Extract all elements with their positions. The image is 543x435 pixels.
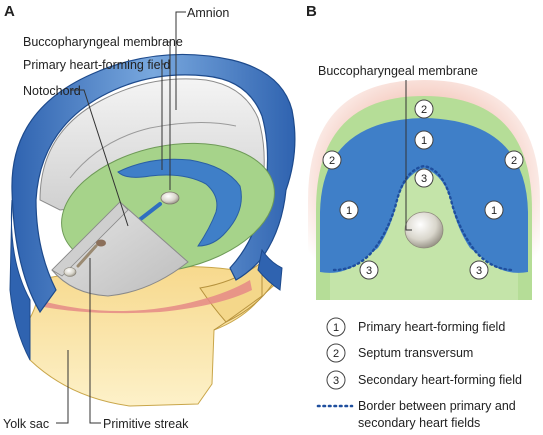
legend-item-secondary: 3 Secondary heart-forming field: [326, 370, 522, 390]
svg-text:2: 2: [421, 104, 427, 116]
label-amnion: Amnion: [187, 6, 229, 20]
panel-b-letter: B: [306, 3, 317, 20]
leader-amnion: [175, 11, 186, 110]
legend-label-border-line1: Border between primary and: [358, 399, 516, 413]
label-primitive-streak: Primitive streak: [103, 417, 189, 431]
svg-text:2: 2: [333, 348, 339, 360]
leader-buccopharyngeal-b: [405, 80, 412, 231]
svg-text:3: 3: [366, 265, 372, 277]
svg-text:3: 3: [333, 375, 339, 387]
svg-text:1: 1: [333, 322, 339, 334]
legend-label-secondary: Secondary heart-forming field: [358, 373, 522, 387]
marker-septum-top: 2: [414, 99, 434, 119]
buccopharyngeal-membrane-b: [404, 211, 444, 249]
marker-secondary-right: 3: [469, 260, 489, 280]
svg-text:3: 3: [476, 265, 482, 277]
marker-secondary-top: 3: [414, 168, 434, 188]
label-notochord: Notochord: [23, 84, 81, 98]
leader-notochord: [70, 89, 129, 227]
svg-text:1: 1: [491, 205, 497, 217]
buccopharyngeal-membrane-a: [160, 191, 180, 205]
panel-b: B Buccopharyngeal membrane 2 1 3 2: [306, 3, 540, 300]
legend-item-border: Border between primary and secondary hea…: [316, 399, 516, 430]
border-primary-secondary: [332, 164, 516, 272]
svg-text:1: 1: [421, 135, 427, 147]
marker-primary-top: 1: [414, 130, 434, 150]
leader-buccopharyngeal-a: [163, 41, 171, 190]
marker-septum-right: 2: [504, 150, 524, 170]
marker-septum-left: 2: [322, 150, 342, 170]
svg-text:2: 2: [329, 155, 335, 167]
septum-rim-a: [38, 280, 252, 314]
svg-text:3: 3: [421, 173, 427, 185]
legend: 1 Primary heart-forming field 2 Septum t…: [316, 317, 522, 430]
label-buccopharyngeal-membrane-a: Buccopharyngeal membrane: [23, 35, 183, 49]
leader-yolk-sac: [56, 350, 69, 424]
label-buccopharyngeal-membrane-b: Buccopharyngeal membrane: [318, 64, 478, 78]
panel-a: A Amnion Buccopharyngeal membra: [3, 3, 296, 431]
leader-primary-heart-field-a: [161, 63, 166, 170]
primary-heart-field-b: [320, 118, 528, 273]
svg-text:2: 2: [511, 155, 517, 167]
cut-face: [51, 201, 189, 297]
marker-secondary-left: 3: [359, 260, 379, 280]
label-primary-heart-field-a: Primary heart-forming field: [23, 58, 170, 72]
label-yolk-sac: Yolk sac: [3, 417, 49, 431]
legend-label-border-line2: secondary heart fields: [358, 416, 480, 430]
svg-text:1: 1: [346, 205, 352, 217]
panel-a-letter: A: [4, 3, 15, 20]
legend-item-primary: 1 Primary heart-forming field: [326, 317, 505, 337]
marker-primary-left: 1: [339, 200, 359, 220]
legend-label-septum: Septum transversum: [358, 346, 473, 360]
leader-primitive-streak: [89, 258, 101, 424]
marker-primary-right: 1: [484, 200, 504, 220]
legend-item-septum: 2 Septum transversum: [326, 343, 473, 363]
primitive-streak: [76, 244, 98, 268]
legend-label-primary: Primary heart-forming field: [358, 320, 505, 334]
